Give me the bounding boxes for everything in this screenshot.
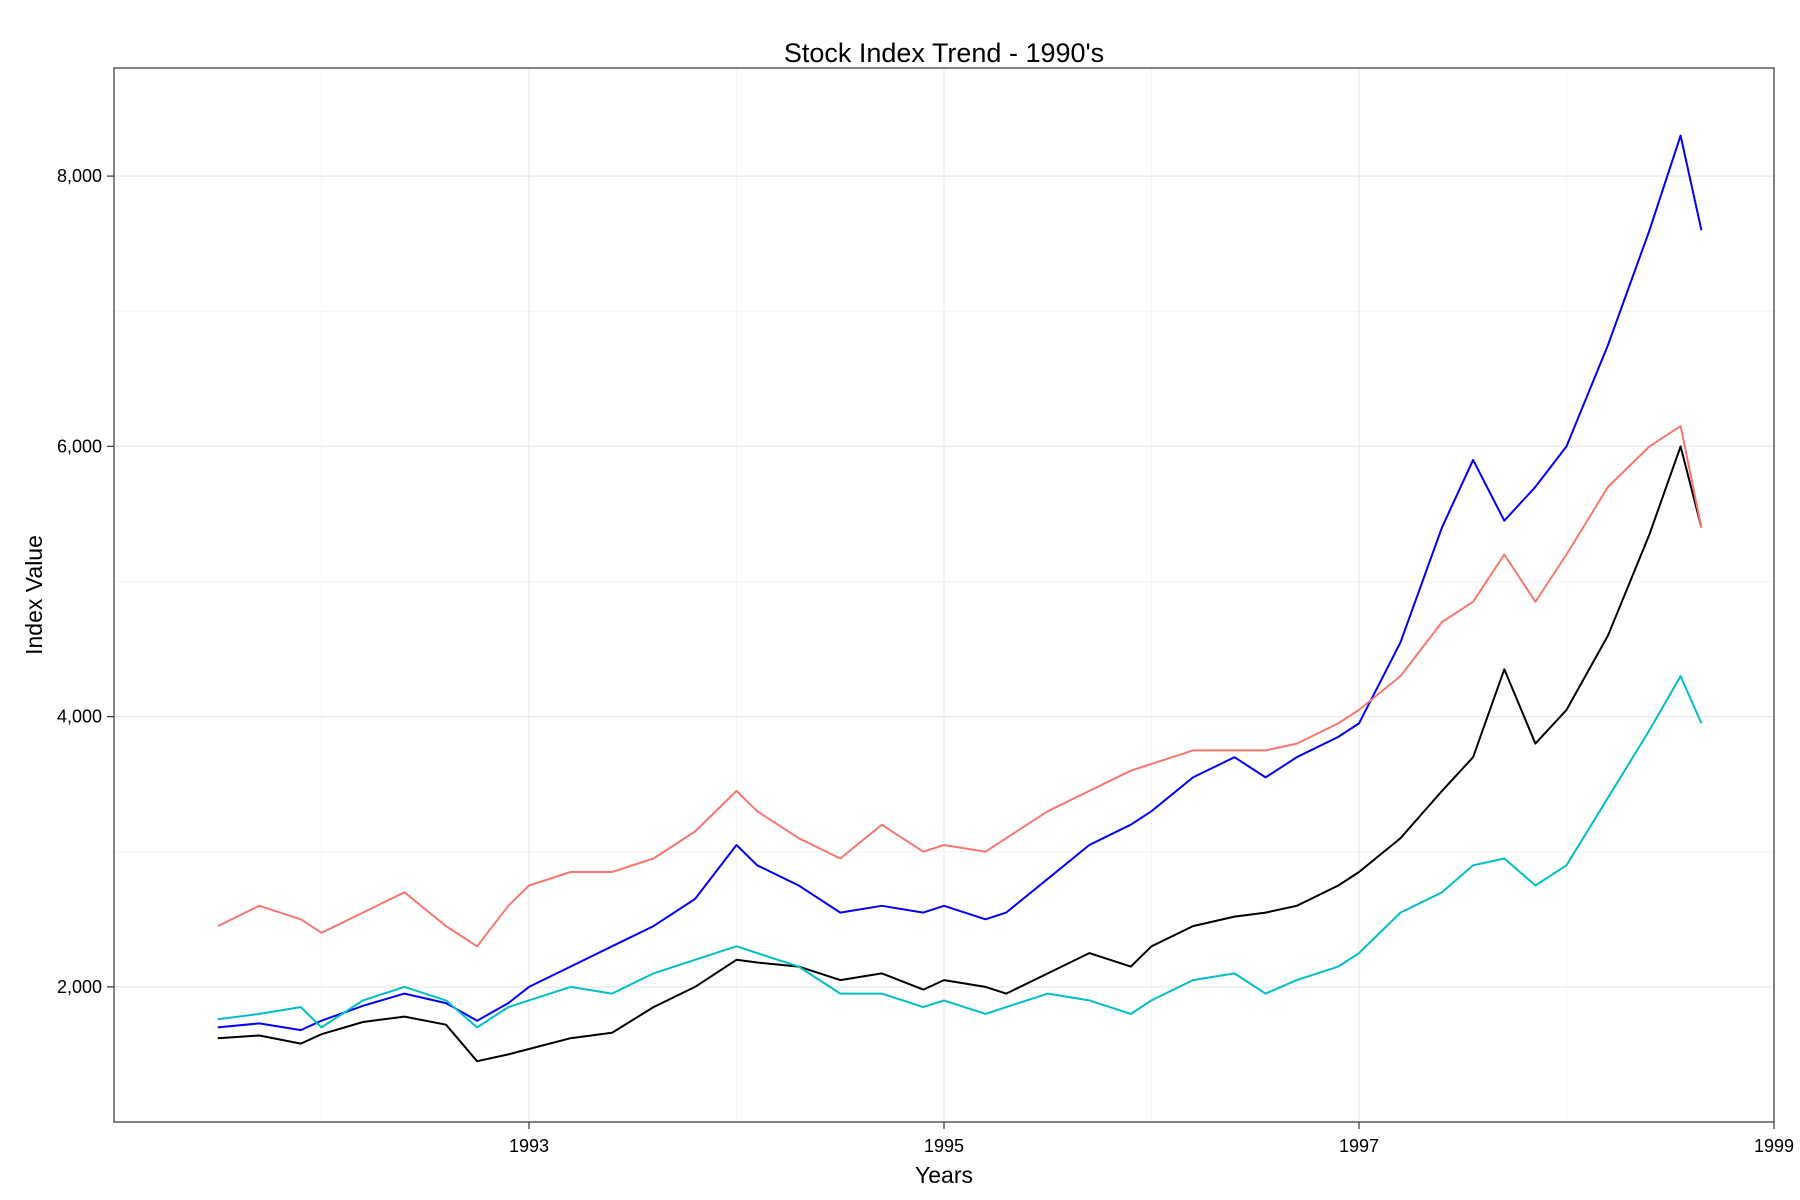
x-tick-label: 1993 (509, 1136, 549, 1156)
x-axis-title: Years (915, 1162, 973, 1188)
x-axis: 1993 1995 1997 1999 (509, 1122, 1794, 1156)
series-line-0 (217, 445, 1703, 1063)
chart-title: Stock Index Trend - 1990's (784, 38, 1104, 68)
series-line-3 (217, 675, 1703, 1029)
x-tick-label: 1995 (924, 1136, 964, 1156)
y-tick-label: 8,000 (57, 166, 102, 186)
y-tick-label: 4,000 (57, 707, 102, 727)
y-tick-label: 2,000 (57, 977, 102, 997)
x-tick-label: 1997 (1339, 1136, 1379, 1156)
x-tick-label: 1999 (1754, 1136, 1794, 1156)
grid-major (114, 68, 1775, 1122)
y-tick-label: 6,000 (57, 436, 102, 456)
series-layer (217, 134, 1703, 1063)
y-axis: 2,000 4,000 6,000 8,000 (57, 166, 114, 997)
y-axis-title: Index Value (21, 535, 47, 655)
series-line-1 (217, 134, 1703, 1032)
series-line-2 (217, 425, 1703, 948)
